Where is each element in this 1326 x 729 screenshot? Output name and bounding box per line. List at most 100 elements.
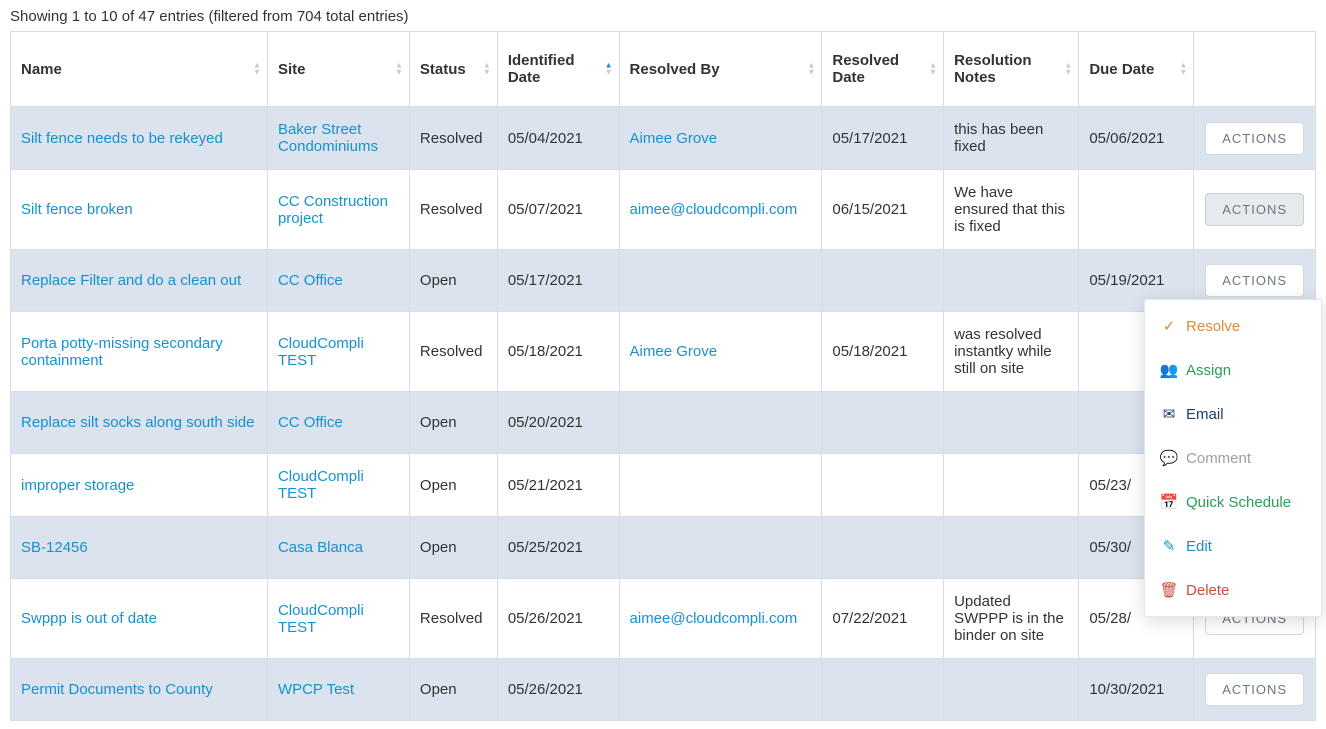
site-link[interactable]: CC Construction project bbox=[278, 193, 388, 227]
edit-icon: ✎ bbox=[1161, 537, 1177, 555]
header-label: Status bbox=[420, 61, 466, 78]
resolution-notes: We have ensured that this is fixed bbox=[944, 170, 1079, 250]
site-link[interactable]: CC Office bbox=[278, 272, 343, 289]
resolved-date bbox=[822, 517, 944, 579]
issue-name-link[interactable]: Silt fence broken bbox=[21, 201, 133, 218]
site-link[interactable]: CC Office bbox=[278, 414, 343, 431]
table-row: Swppp is out of dateCloudCompli TESTReso… bbox=[11, 579, 1316, 659]
dropdown-label: Comment bbox=[1186, 450, 1251, 467]
issue-name-link[interactable]: improper storage bbox=[21, 477, 134, 494]
comment-action[interactable]: 💬 Comment bbox=[1145, 436, 1321, 480]
status-cell: Resolved bbox=[409, 170, 497, 250]
resolved-by-link[interactable]: aimee@cloudcompli.com bbox=[630, 201, 798, 218]
email-action[interactable]: ✉ Email bbox=[1145, 392, 1321, 436]
data-table: Name▲▼ Site▲▼ Status▲▼ Identified Date▲▼… bbox=[10, 31, 1316, 721]
speech-icon: 💬 bbox=[1161, 449, 1177, 467]
resolved-by-link[interactable]: Aimee Grove bbox=[630, 130, 718, 147]
site-link[interactable]: CloudCompli TEST bbox=[278, 468, 364, 502]
dropdown-label: Quick Schedule bbox=[1186, 494, 1291, 511]
dropdown-label: Resolve bbox=[1186, 318, 1240, 335]
sort-icon: ▲▼ bbox=[253, 63, 261, 76]
status-cell: Resolved bbox=[409, 312, 497, 392]
table-row: Silt fence needs to be rekeyed Baker Stre… bbox=[11, 107, 1316, 170]
table-row: Silt fence broken CC Construction project… bbox=[11, 170, 1316, 250]
resolution-notes bbox=[944, 250, 1079, 312]
header-label: Site bbox=[278, 61, 306, 78]
header-label: Resolution Notes bbox=[954, 52, 1032, 86]
trash-icon: 🗑 bbox=[1161, 581, 1177, 599]
header-label: Name bbox=[21, 61, 62, 78]
status-cell: Open bbox=[409, 250, 497, 312]
resolved-date bbox=[822, 454, 944, 517]
dropdown-label: Email bbox=[1186, 406, 1224, 423]
col-header-due-date[interactable]: Due Date ▲▼ bbox=[1079, 32, 1194, 107]
col-header-resolution-notes[interactable]: Resolution Notes ▲▼ bbox=[944, 32, 1079, 107]
site-link[interactable]: CloudCompli TEST bbox=[278, 602, 364, 636]
resolved-by bbox=[619, 517, 822, 579]
resolved-by bbox=[619, 250, 822, 312]
resolved-by-link[interactable]: aimee@cloudcompli.com bbox=[630, 610, 798, 627]
check-icon: ✓ bbox=[1161, 317, 1177, 335]
schedule-action[interactable]: 📅 Quick Schedule bbox=[1145, 480, 1321, 524]
site-link[interactable]: WPCP Test bbox=[278, 681, 354, 698]
resolution-notes: Updated SWPPP is in the binder on site bbox=[944, 579, 1079, 659]
sort-icon: ▲▼ bbox=[395, 63, 403, 76]
status-cell: Resolved bbox=[409, 107, 497, 170]
sort-icon: ▲▼ bbox=[1179, 63, 1187, 76]
identified-date: 05/26/2021 bbox=[497, 659, 619, 721]
resolved-by bbox=[619, 659, 822, 721]
sort-icon: ▲▼ bbox=[807, 63, 815, 76]
resolved-by bbox=[619, 454, 822, 517]
resolution-notes bbox=[944, 659, 1079, 721]
site-link[interactable]: Casa Blanca bbox=[278, 539, 363, 556]
issue-name-link[interactable]: Replace Filter and do a clean out bbox=[21, 272, 241, 289]
table-row: Porta potty-missing secondary containmen… bbox=[11, 312, 1316, 392]
identified-date: 05/04/2021 bbox=[497, 107, 619, 170]
identified-date: 05/20/2021 bbox=[497, 392, 619, 454]
issue-name-link[interactable]: SB-12456 bbox=[21, 539, 88, 556]
issue-name-link[interactable]: Permit Documents to County bbox=[21, 681, 213, 698]
resolved-date: 07/22/2021 bbox=[822, 579, 944, 659]
resolved-by bbox=[619, 392, 822, 454]
sort-icon: ▲▼ bbox=[929, 63, 937, 76]
status-cell: Open bbox=[409, 454, 497, 517]
status-cell: Open bbox=[409, 659, 497, 721]
delete-action[interactable]: 🗑 Delete bbox=[1145, 568, 1321, 612]
site-link[interactable]: CloudCompli TEST bbox=[278, 335, 364, 369]
sort-icon: ▲▼ bbox=[605, 63, 613, 76]
issue-name-link[interactable]: Swppp is out of date bbox=[21, 610, 157, 627]
col-header-identified[interactable]: Identified Date▲▼ bbox=[497, 32, 619, 107]
col-header-name[interactable]: Name ▲▼ bbox=[11, 32, 268, 107]
actions-button[interactable]: ACTIONS bbox=[1205, 193, 1304, 226]
col-header-actions bbox=[1194, 32, 1316, 107]
issue-name-link[interactable]: Porta potty-missing secondary containmen… bbox=[21, 335, 223, 369]
sort-icon: ▲▼ bbox=[1064, 63, 1072, 76]
header-label: Due Date bbox=[1089, 61, 1154, 78]
table-row: Permit Documents to County WPCP Test Open0… bbox=[11, 659, 1316, 721]
table-row: Replace silt socks along south side CC Of… bbox=[11, 392, 1316, 454]
actions-button[interactable]: ACTIONS bbox=[1205, 673, 1304, 706]
col-header-resolved-by[interactable]: Resolved By ▲▼ bbox=[619, 32, 822, 107]
resolve-action[interactable]: ✓ Resolve bbox=[1145, 304, 1321, 348]
dropdown-label: Delete bbox=[1186, 582, 1229, 599]
issue-name-link[interactable]: Silt fence needs to be rekeyed bbox=[21, 130, 223, 147]
calendar-icon: 📅 bbox=[1161, 493, 1177, 511]
col-header-resolved-date[interactable]: Resolved Date▲▼ bbox=[822, 32, 944, 107]
due-date: 05/06/2021 bbox=[1079, 107, 1194, 170]
actions-dropdown: ✓ Resolve 👥Assign ✉ Email 💬 Comment 📅 Quick Sche… bbox=[1144, 299, 1322, 617]
col-header-status[interactable]: Status▲▼ bbox=[409, 32, 497, 107]
table-row: SB-12456Casa BlancaOpen05/25/202105/30/A… bbox=[11, 517, 1316, 579]
actions-button[interactable]: ACTIONS bbox=[1205, 264, 1304, 297]
resolved-by-link[interactable]: Aimee Grove bbox=[630, 343, 718, 360]
col-header-site[interactable]: Site ▲▼ bbox=[267, 32, 409, 107]
header-label: Resolved By bbox=[630, 61, 720, 78]
table-row: improper storage CloudCompli TEST Open05/2… bbox=[11, 454, 1316, 517]
dropdown-label: Assign bbox=[1186, 362, 1231, 379]
issue-name-link[interactable]: Replace silt socks along south side bbox=[21, 414, 254, 431]
site-link[interactable]: Baker Street Condominiums bbox=[278, 121, 378, 155]
assign-action[interactable]: 👥Assign bbox=[1145, 348, 1321, 392]
edit-action[interactable]: ✎Edit bbox=[1145, 524, 1321, 568]
envelope-icon: ✉ bbox=[1161, 405, 1177, 423]
identified-date: 05/21/2021 bbox=[497, 454, 619, 517]
actions-button[interactable]: ACTIONS bbox=[1205, 122, 1304, 155]
